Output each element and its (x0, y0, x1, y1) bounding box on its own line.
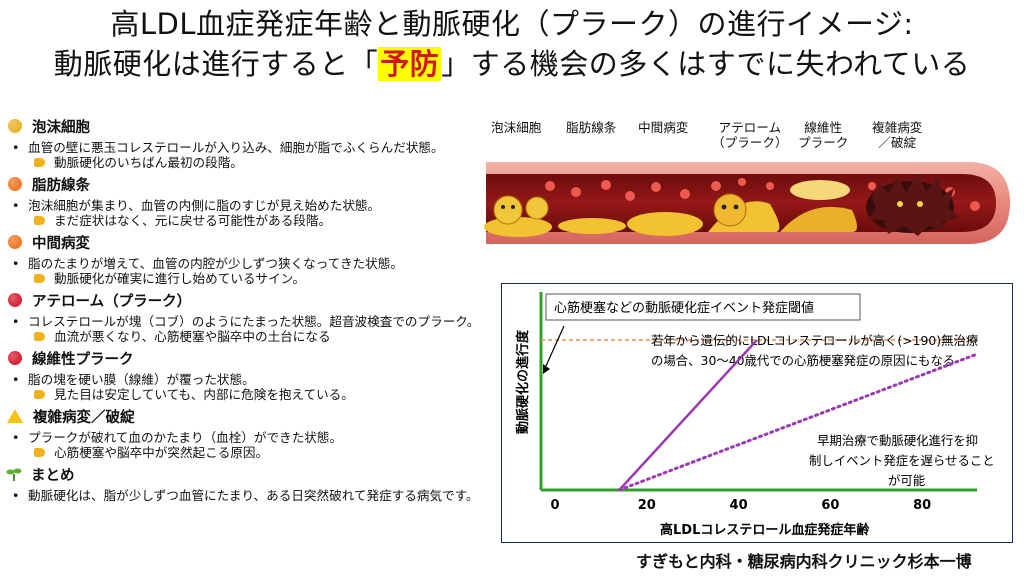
x-tick-label: 80 (913, 498, 931, 513)
pointing-hand-icon (34, 216, 45, 225)
pointing-hand-icon (34, 274, 45, 283)
section-note: 動脈硬化のいちばん最初の段階。 (54, 155, 243, 170)
title-line-2-c: 」する機会の多くはすでに失われている (441, 47, 970, 81)
stage-label-atheroma: アテローム （プラーク） (712, 120, 788, 150)
section-title: 泡沫細胞 (32, 116, 90, 137)
section-bullet: 脂の塊を硬い膜（線維）が覆った状態。 (28, 372, 255, 387)
stage-label-complex-1: 複雑病変 (872, 120, 922, 135)
section-bullet: 脂のたまりが増えて、血管の内腔が少しずつ狭くなってきた状態。 (28, 256, 403, 271)
section-bullet: 血管の壁に悪玉コレステロールが入り込み、細胞が脂でふくらんだ状態。 (28, 140, 444, 155)
section-0: 泡沫細胞 • 血管の壁に悪玉コレステロールが入り込み、細胞が脂でふくらんだ状態。 動脈… (6, 116, 494, 170)
section-note: 動脈硬化が確実に進行し始めているサイン。 (54, 271, 305, 286)
bullet-dot-icon (8, 235, 22, 249)
section-6: まとめ • 動脈硬化は、脂が少しずつ血管にたまり、ある日突然破れて発症する病気です。 (6, 464, 494, 503)
stage-label-complex-2: ／破綻 (872, 135, 922, 150)
annotation-high-2: の場合、30〜40歳代での心筋梗塞発症の原因にもなる (651, 353, 955, 368)
stage-label-atheroma-1: アテローム (712, 120, 788, 135)
page-title: 高LDL血症発症年齢と動脈硬化（プラーク）の進行イメージ: 動脈硬化は進行すると… (0, 4, 1024, 84)
bullet-dot-icon (8, 177, 22, 191)
pointing-hand-icon (34, 390, 45, 399)
section-body: • 脂の塊を硬い膜（線維）が覆った状態。 見た目は安定していても、内部に危険を抱えて… (6, 372, 494, 402)
x-tick-label: 0 (550, 498, 559, 513)
title-line-2: 動脈硬化は進行すると「予防」する機会の多くはすでに失われている (0, 44, 1024, 84)
bullet-dot-icon (8, 351, 22, 365)
x-tick-label: 40 (730, 498, 748, 513)
section-heading: アテローム（プラーク） (6, 290, 494, 310)
pointing-hand-icon (34, 448, 45, 457)
section-bullet: コレステロールが塊（コブ）のようにたまった状態。超音波検査でのプラーク。 (28, 314, 480, 329)
section-note: 見た目は安定していても、内部に危険を抱えている。 (54, 387, 354, 402)
section-bullet: 動脈硬化は、脂が少しずつ血管にたまり、ある日突然破れて発症する病気です。 (28, 488, 479, 503)
section-body: • プラークが破れて血のかたまり（血栓）ができた状態。 心筋梗塞や脳卒中が突然起こる… (6, 430, 494, 460)
series-line-1 (619, 354, 977, 490)
stage-label-foam: 泡沫細胞 (491, 120, 541, 135)
warning-icon (7, 409, 23, 423)
bullet-dot-icon (8, 293, 22, 307)
section-heading: 複雑病変／破綻 (6, 406, 494, 426)
section-body: • 脂のたまりが増えて、血管の内腔が少しずつ狭くなってきた状態。 動脈硬化が確実に進… (6, 256, 494, 286)
stage-label-fibrous-2: プラーク (798, 135, 848, 150)
x-ticks: 0 20 40 60 80 (550, 498, 931, 513)
section-4: 線維性プラーク • 脂の塊を硬い膜（線維）が覆った状態。 見た目は安定していても、内部… (6, 348, 494, 402)
pointing-hand-icon (34, 332, 45, 341)
sprout-icon (6, 467, 22, 481)
section-note: 血流が悪くなり、心筋梗塞や脳卒中の土台になる (54, 329, 331, 344)
explanation-list: 泡沫細胞 • 血管の壁に悪玉コレステロールが入り込み、細胞が脂でふくらんだ状態。 動脈… (6, 112, 494, 503)
annotation-early-2: 制しイベント発症を遅らせること (809, 453, 995, 468)
section-body: • 動脈硬化は、脂が少しずつ血管にたまり、ある日突然破れて発症する病気です。 (6, 488, 494, 503)
progression-chart: 心筋梗塞などの動脈硬化症イベント発症閾値 若年から遺伝的にLDLコレステロールが… (502, 284, 1014, 544)
section-body: • コレステロールが塊（コブ）のようにたまった状態。超音波検査でのプラーク。 血流が… (6, 314, 494, 344)
section-heading: 脂肪線条 (6, 174, 494, 194)
threshold-label-pointer (546, 326, 564, 366)
annotation-early-3: が可能 (888, 473, 925, 488)
title-highlight: 予防 (378, 47, 441, 81)
stage-label-complex: 複雑病変 ／破綻 (872, 120, 922, 150)
threshold-label: 心筋梗塞などの動脈硬化症イベント発症閾値 (554, 300, 814, 316)
section-title: 複雑病変／破綻 (33, 406, 135, 427)
section-1: 脂肪線条 • 泡沫細胞が集まり、血管の内側に脂のすじが見え始めた状態。 まだ症状はなく… (6, 174, 494, 228)
stage-label-fatty-streak: 脂肪線条 (566, 120, 616, 135)
section-heading: 線維性プラーク (6, 348, 494, 368)
bullet-dot-icon (8, 119, 22, 133)
stage-labels: 泡沫細胞 脂肪線条 中間病変 アテローム （プラーク） 線維性 プラーク 複雑病変／… (488, 114, 948, 156)
clinic-credit: すぎもと内科・糖尿病内科クリニック杉本一博 (636, 548, 972, 572)
section-body: • 泡沫細胞が集まり、血管の内側に脂のすじが見え始めた状態。 まだ症状はなく、元に戻… (6, 198, 494, 228)
section-title: 中間病変 (32, 232, 90, 253)
section-bullet: プラークが破れて血のかたまり（血栓）ができた状態。 (28, 430, 342, 445)
y-axis-title: 動脈硬化の進行度 (515, 329, 531, 434)
section-body: • 血管の壁に悪玉コレステロールが入り込み、細胞が脂でふくらんだ状態。 動脈硬化のい… (6, 140, 494, 170)
annotation-early-1: 早期治療で動脈硬化進行を抑 (817, 433, 978, 448)
x-tick-label: 20 (638, 498, 656, 513)
stage-label-fibrous: 線維性 プラーク (798, 120, 848, 150)
stage-label-intermediate: 中間病変 (638, 120, 688, 135)
section-heading: まとめ (6, 464, 494, 484)
x-axis-title: 高LDLコレステロール血症発症年齢 (660, 522, 870, 538)
section-bullet: 泡沫細胞が集まり、血管の内側に脂のすじが見え始めた状態。 (28, 198, 380, 213)
x-tick-label: 60 (821, 498, 839, 513)
section-heading: 中間病変 (6, 232, 494, 252)
annotation-high-1: 若年から遺伝的にLDLコレステロールが高く(>190)無治療 (651, 333, 978, 348)
title-line-1: 高LDL血症発症年齢と動脈硬化（プラーク）の進行イメージ: (0, 4, 1024, 44)
section-2: 中間病変 • 脂のたまりが増えて、血管の内腔が少しずつ狭くなってきた状態。 動脈硬化が… (6, 232, 494, 286)
section-heading: 泡沫細胞 (6, 116, 494, 136)
stage-label-fibrous-1: 線維性 (798, 120, 848, 135)
stage-label-atheroma-2: （プラーク） (712, 135, 788, 150)
section-note: まだ症状はなく、元に戻せる可能性がある段階。 (54, 213, 331, 228)
section-5: 複雑病変／破綻 • プラークが破れて血のかたまり（血栓）ができた状態。 心筋梗塞や脳卒… (6, 406, 494, 460)
artery-illustration (480, 152, 1015, 254)
section-title: 脂肪線条 (32, 174, 90, 195)
section-title: アテローム（プラーク） (32, 290, 191, 311)
title-line-2-a: 動脈硬化は進行すると「 (54, 47, 379, 81)
section-title: まとめ (31, 464, 75, 485)
chart-frame: 心筋梗塞などの動脈硬化症イベント発症閾値 若年から遺伝的にLDLコレステロールが… (501, 283, 1013, 543)
section-3: アテローム（プラーク） • コレステロールが塊（コブ）のようにたまった状態。超音波検… (6, 290, 494, 344)
section-note: 心筋梗塞や脳卒中が突然起こる原因。 (54, 445, 268, 460)
pointing-hand-icon (34, 158, 45, 167)
section-title: 線維性プラーク (32, 348, 134, 369)
